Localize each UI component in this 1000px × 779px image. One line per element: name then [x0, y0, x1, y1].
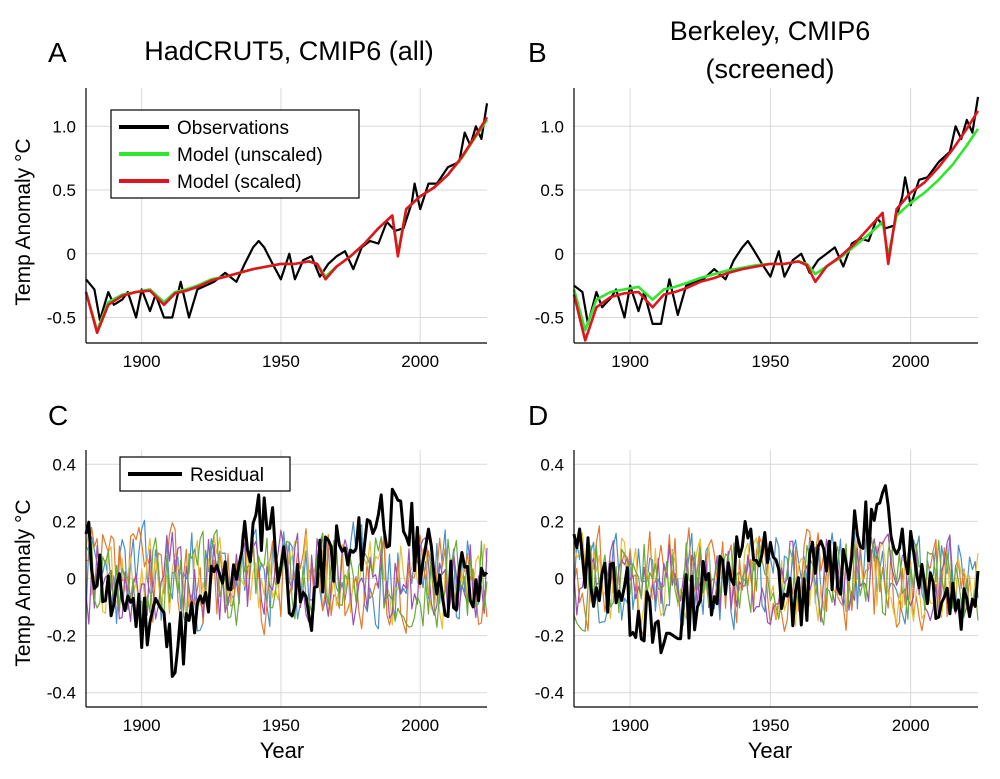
- y-tick-label: 0.4: [52, 455, 76, 474]
- y-tick-label: 0: [555, 245, 564, 264]
- panel-letter-d: D: [528, 400, 548, 431]
- x-tick-label: 2000: [892, 716, 930, 735]
- model-scaled--line: [84, 116, 489, 335]
- y-tick-label: 0: [67, 570, 76, 589]
- series-line: [85, 529, 488, 628]
- observations-line: [85, 103, 489, 322]
- x-axis-label-d: Year: [748, 738, 792, 763]
- x-tick-label: 1900: [611, 716, 649, 735]
- y-axis-label-bottom: Temp Anomaly °C: [12, 499, 35, 666]
- model-scaled--line: [572, 110, 980, 342]
- x-tick-label: 1900: [123, 352, 161, 371]
- y-tick-label: -0.5: [47, 309, 76, 328]
- x-tick-label: 2000: [401, 352, 439, 371]
- panel-b-title-line2: (screened): [705, 54, 834, 84]
- x-tick-label: 1900: [123, 716, 161, 735]
- y-tick-label: -0.4: [47, 684, 76, 703]
- y-tick-label: 1.0: [540, 117, 564, 136]
- y-tick-label: 0.4: [540, 455, 564, 474]
- panel-a-plot: 1900 1950 2000 -0.5 0 0.5 1.0 Observations Model…: [47, 88, 489, 371]
- panel-b-title-line1: Berkeley, CMIP6: [670, 16, 871, 46]
- x-tick-label: 1900: [611, 352, 649, 371]
- y-tick-label: -0.2: [535, 627, 564, 646]
- observations-line: [573, 96, 980, 325]
- x-axis-label-c: Year: [260, 738, 304, 763]
- y-tick-label: 0: [555, 570, 564, 589]
- y-tick-label: 0: [67, 245, 76, 264]
- series-line: [573, 533, 979, 632]
- legend-label: Model (scaled): [177, 172, 302, 193]
- y-tick-label: 0.5: [540, 181, 564, 200]
- panel-d-plot: 1900 1950 2000 -0.4 -0.2 0 0.2 0.4: [535, 450, 980, 735]
- x-tick-label: 1950: [262, 716, 300, 735]
- x-tick-label: 2000: [892, 352, 930, 371]
- y-tick-label: -0.4: [535, 684, 564, 703]
- y-tick-label: 0.5: [52, 181, 76, 200]
- residual-line: [84, 487, 489, 678]
- x-tick-label: 1950: [262, 352, 300, 371]
- x-tick-label: 1950: [751, 352, 789, 371]
- panel-b-plot: 1900 1950 2000 -0.5 0 0.5 1.0: [535, 88, 980, 371]
- panel-letter-b: B: [528, 37, 547, 68]
- series-line: [572, 484, 980, 655]
- panel-a-title: HadCRUT5, CMIP6 (all): [144, 36, 434, 66]
- y-tick-label: -0.2: [47, 627, 76, 646]
- x-tick-label: 2000: [401, 716, 439, 735]
- y-tick-label: -0.5: [535, 309, 564, 328]
- panel-letter-c: C: [48, 400, 68, 431]
- panel-c-plot: 1900 1950 2000 -0.4 -0.2 0 0.2 0.4 Residual: [47, 450, 489, 735]
- y-tick-label: 0.2: [52, 512, 76, 531]
- y-axis-label-top: Temp Anomaly °C: [12, 138, 35, 305]
- legend-label: Model (unscaled): [177, 145, 323, 166]
- legend-label: Observations: [177, 118, 289, 139]
- legend-label: Residual: [190, 465, 264, 486]
- x-tick-label: 1950: [751, 716, 789, 735]
- panel-letter-a: A: [48, 37, 67, 68]
- y-tick-label: 0.2: [540, 512, 564, 531]
- y-tick-label: 1.0: [52, 117, 76, 136]
